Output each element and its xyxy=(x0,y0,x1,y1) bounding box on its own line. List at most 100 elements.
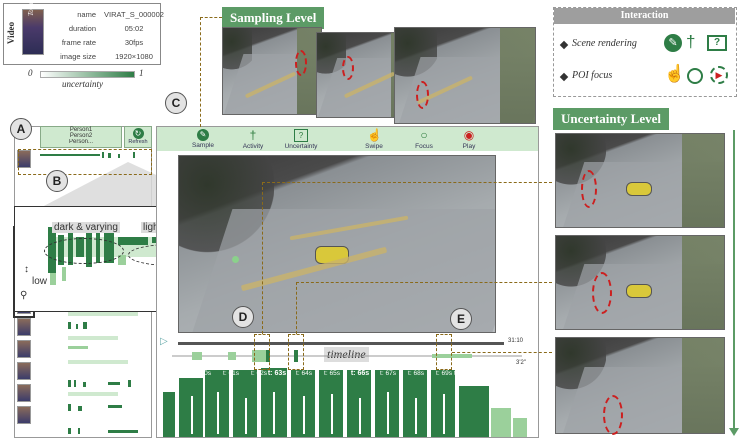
person-list-item[interactable]: Person... xyxy=(68,139,93,145)
meta-row: name VIRAT_S_000002 xyxy=(77,9,164,19)
interaction-item: POI focus xyxy=(572,70,613,81)
toolbar-play-button[interactable]: ◉ Play xyxy=(462,128,476,151)
uncertainty-arrowhead xyxy=(729,428,739,436)
person-activity-bars xyxy=(40,152,138,434)
uncertainty-frame-1 xyxy=(555,133,725,228)
uncertainty-legend-label: uncertainty xyxy=(62,79,103,89)
bullet-icon xyxy=(559,40,569,50)
timeline-overview-bars xyxy=(172,350,522,362)
label-c: C xyxy=(165,92,187,114)
focus-icon xyxy=(687,68,703,84)
uncertainty-min: 0 xyxy=(28,68,33,78)
sample-icon: ✎ xyxy=(197,129,209,141)
toolbar-swipe-button[interactable]: ☝ Swipe xyxy=(365,128,383,151)
timeline-e-box xyxy=(436,334,452,370)
poi-highlight xyxy=(342,56,354,80)
activity-icon: † xyxy=(686,32,696,51)
swipe-icon: ☝ xyxy=(664,64,686,83)
meta-row: frame rate 30fps xyxy=(61,37,144,47)
interaction-item: Scene rendering xyxy=(572,38,637,49)
low-label: low xyxy=(32,276,48,287)
uncertainty-level-title: Uncertainty Level xyxy=(553,108,670,130)
play-icon: ▶ xyxy=(710,66,728,84)
label-e: E xyxy=(450,308,472,330)
timeline-tick: t: 68s xyxy=(408,370,424,377)
timeline-tick: t: 63s xyxy=(267,370,287,377)
bullet-icon xyxy=(559,72,569,82)
sampling-frame-3 xyxy=(394,27,536,124)
label-b: B xyxy=(46,170,68,192)
timeline-tick: t: 64s xyxy=(296,370,312,377)
person-trajectory-start xyxy=(232,256,239,263)
timeline-d-box xyxy=(288,334,304,370)
focus-icon: ○ xyxy=(420,128,428,142)
connector xyxy=(262,182,263,334)
refresh-label: Refresh xyxy=(128,139,148,145)
poi-highlight xyxy=(603,395,623,435)
person-photo xyxy=(22,9,44,55)
timeline-play-icon[interactable]: ▷ xyxy=(160,336,168,347)
toolbar-uncertainty-button[interactable]: ? Uncertainty xyxy=(284,129,318,150)
video-meta-table: name VIRAT_S_000002 duration 05:02 frame r… xyxy=(46,7,164,63)
person-list-header: Person1 Person2 Person... xyxy=(40,126,122,148)
toolbar-focus-button[interactable]: ○ Focus xyxy=(415,128,433,151)
uncertainty-max: 1 xyxy=(139,68,144,78)
uncertainty-arrow xyxy=(733,130,735,430)
connector xyxy=(296,282,552,283)
timeline-tick: t: 62s xyxy=(251,370,267,377)
sampling-frame-1 xyxy=(222,27,322,115)
sampling-level-title: Sampling Level xyxy=(222,7,325,29)
label-d: D xyxy=(232,306,254,328)
connector xyxy=(452,352,552,353)
timeline-track[interactable] xyxy=(178,342,504,345)
connector xyxy=(200,17,222,18)
poi-highlight xyxy=(581,170,597,208)
connector xyxy=(262,182,552,183)
person-name: Tommy xyxy=(27,0,35,16)
poi-highlight xyxy=(592,272,612,314)
timeline-tick: t: 66s xyxy=(350,370,370,377)
timeline-tick: t: 60s xyxy=(195,370,211,377)
timeline-tick: t: 70s xyxy=(454,370,470,377)
dark-varying-label: dark & varying xyxy=(52,222,120,233)
uncertainty-frame-3 xyxy=(555,337,725,434)
uncertainty-icon: ? xyxy=(294,129,308,142)
toolbar-sample-button[interactable]: ✎ Sample xyxy=(191,129,215,149)
interaction-title: Interaction xyxy=(554,8,735,24)
uncertainty-icon: ? xyxy=(707,35,727,51)
interaction-panel: Interaction Scene rendering ✎ † ? POI fo… xyxy=(553,7,737,97)
timeline-d-box xyxy=(254,334,270,370)
zoom-icon: ⚲ xyxy=(20,290,28,301)
connector xyxy=(296,282,297,334)
uncertainty-frame-2 xyxy=(555,235,725,330)
play-icon: ◉ xyxy=(463,128,475,142)
poi-highlight xyxy=(416,81,429,109)
video-info-panel: Video Tommy name VIRAT_S_000002 duration 0… xyxy=(3,0,164,65)
activity-icon: † xyxy=(249,128,257,142)
sample-icon: ✎ xyxy=(664,34,682,52)
meta-row: image size 1920×1080 xyxy=(60,51,153,61)
connector xyxy=(200,17,201,127)
timeline-tick: t: 61s xyxy=(223,370,239,377)
person-row-highlight xyxy=(18,149,152,175)
timeline-time-readout: 31:10 xyxy=(508,338,524,344)
timeline-right-readout: 3'2" xyxy=(516,360,526,366)
timeline-label: timeline xyxy=(324,347,369,362)
timeline-detail-bars xyxy=(157,368,538,437)
uncertainty-gradient xyxy=(40,71,135,78)
main-toolbar: ✎ Sample † Activity ? Uncertainty ☝ Swipe ○ F… xyxy=(157,127,538,151)
timeline-tick: t: 67s xyxy=(380,370,396,377)
toolbar-activity-button[interactable]: † Activity xyxy=(242,128,264,151)
timeline-tick: t: 65s xyxy=(324,370,340,377)
person-list-item[interactable]: Person1 xyxy=(69,127,93,133)
refresh-button[interactable]: ↻ Refresh xyxy=(124,126,152,148)
person-list-item[interactable]: Person2 xyxy=(69,133,93,139)
label-a: A xyxy=(10,118,32,140)
video-section-label: Video xyxy=(6,21,16,45)
swipe-icon: ☝ xyxy=(367,128,382,142)
main-video-frame xyxy=(178,155,496,333)
poi-highlight xyxy=(295,50,307,76)
refresh-icon: ↻ xyxy=(132,128,144,139)
meta-row: duration 05:02 xyxy=(68,23,144,33)
low-arrow: ↕ xyxy=(24,264,29,275)
